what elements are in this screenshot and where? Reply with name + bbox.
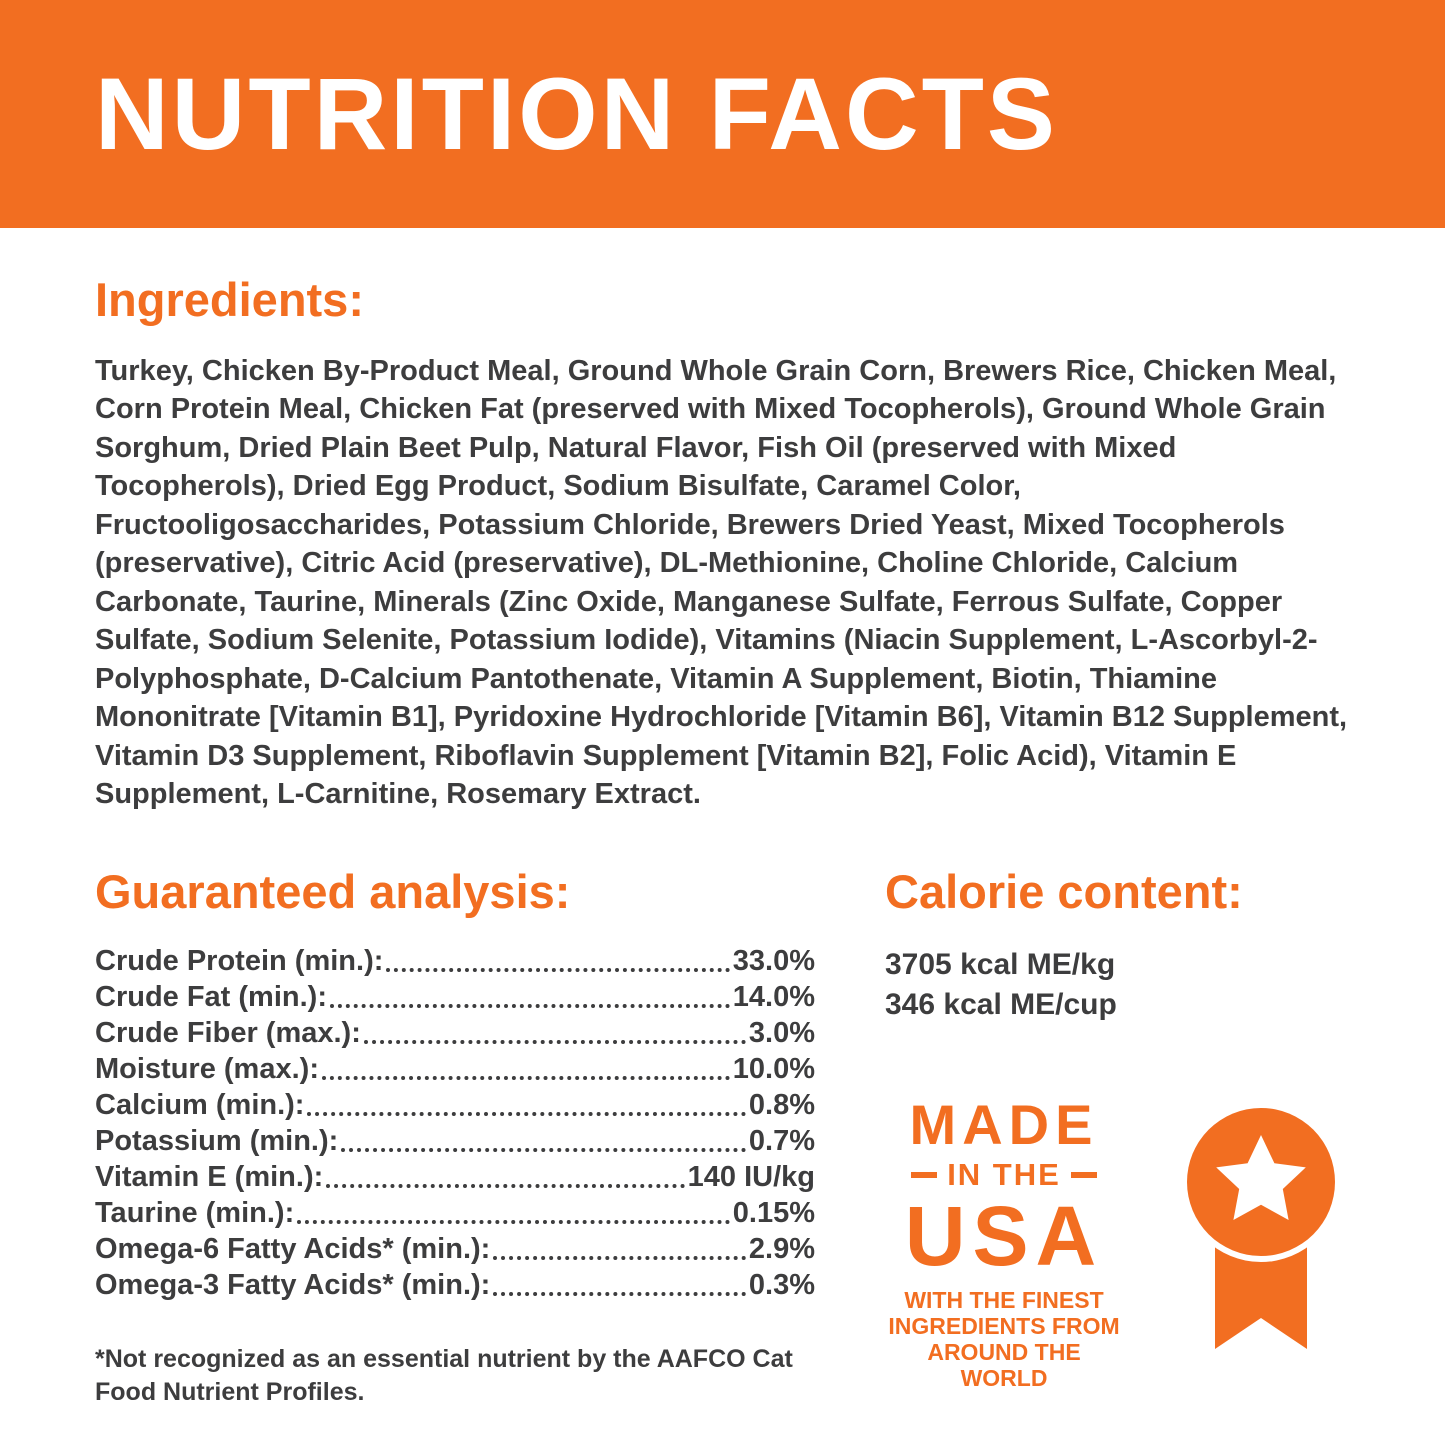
analysis-value: 14.0% (732, 981, 815, 1014)
ingredients-text: Turkey, Chicken By-Product Meal, Ground … (95, 354, 1348, 811)
badge-subtext-line: WITH THE FINEST (904, 1287, 1104, 1314)
dash-right (1070, 1171, 1097, 1178)
nutrition-facts-banner: NUTRITION FACTS (0, 0, 1445, 228)
label-content: Ingredients: Turkey, Chicken By-Product … (0, 274, 1445, 1406)
analysis-dot-leader (321, 1076, 730, 1081)
ingredients-section: Ingredients: Turkey, Chicken By-Product … (95, 274, 1350, 814)
calorie-content-heading: Calorie content: (885, 864, 1243, 918)
analysis-value: 140 IU/kg (687, 1161, 815, 1194)
analysis-label: Calcium (min.): (95, 1089, 305, 1122)
analysis-label: Potassium (min.): (95, 1125, 339, 1158)
dash-left (911, 1171, 938, 1178)
calorie-lines: 3705 kcal ME/kg 346 kcal ME/cup (885, 945, 1350, 1025)
analysis-row: Crude Fiber (max.): 3.0% (95, 1015, 815, 1051)
analysis-row: Omega-3 Fatty Acids* (min.): 0.3% (95, 1267, 815, 1303)
footnote: *Not recognized as an essential nutrient… (95, 1345, 793, 1406)
analysis-value: 0.7% (748, 1125, 815, 1158)
analysis-value: 33.0% (732, 945, 815, 978)
analysis-label: Omega-3 Fatty Acids* (min.): (95, 1269, 491, 1302)
badge-subtext-line: AROUND THE WORLD (927, 1338, 1081, 1391)
analysis-label: Moisture (max.): (95, 1053, 319, 1086)
analysis-row: Crude Protein (min.): 33.0% (95, 943, 815, 979)
analysis-row: Omega-6 Fatty Acids* (min.): 2.9% (95, 1231, 815, 1267)
calorie-line-per-cup: 346 kcal ME/cup (885, 988, 1117, 1022)
ingredients-heading: Ingredients: (95, 273, 364, 326)
analysis-row: Potassium (min.): 0.7% (95, 1123, 815, 1159)
analysis-dot-leader (386, 968, 730, 973)
analysis-value: 10.0% (732, 1053, 815, 1086)
analysis-value: 3.0% (748, 1017, 815, 1050)
analysis-row: Taurine (min.): 0.15% (95, 1195, 815, 1231)
analysis-table: Crude Protein (min.): 33.0% Crude Fat (m… (95, 943, 815, 1303)
analysis-dot-leader (297, 1220, 730, 1225)
analysis-dot-leader (307, 1112, 746, 1117)
analysis-dot-leader (363, 1040, 746, 1045)
made-in-usa-badge: MADE IN THE USA WITH THE FINEST INGREDIE… (885, 1097, 1350, 1391)
analysis-dot-leader (493, 1256, 746, 1261)
analysis-dot-leader (493, 1292, 746, 1297)
analysis-row: Crude Fat (min.): 14.0% (95, 979, 815, 1015)
guaranteed-analysis-section: Guaranteed analysis: Crude Protein (min.… (95, 864, 815, 1392)
analysis-dot-leader (326, 1184, 685, 1189)
analysis-value: 2.9% (748, 1233, 815, 1266)
analysis-label: Taurine (min.): (95, 1197, 295, 1230)
badge-subtext-line: INGREDIENTS FROM (888, 1313, 1120, 1340)
analysis-label: Crude Protein (min.): (95, 945, 384, 978)
analysis-row: Calcium (min.): 0.8% (95, 1087, 815, 1123)
analysis-label: Crude Fat (min.): (95, 981, 327, 1014)
analysis-label: Vitamin E (min.): (95, 1161, 324, 1194)
analysis-dot-leader (330, 1004, 730, 1009)
analysis-value: 0.15% (732, 1197, 815, 1230)
analysis-value: 0.3% (748, 1269, 815, 1302)
medal-ribbon-icon (1181, 1102, 1341, 1350)
analysis-dot-leader (341, 1148, 746, 1153)
analysis-row: Moisture (max.): 10.0% (95, 1051, 815, 1087)
in-the-row: IN THE (911, 1159, 1097, 1190)
guaranteed-analysis-heading: Guaranteed analysis: (95, 864, 571, 918)
analysis-calorie-section: Guaranteed analysis: Crude Protein (min.… (95, 864, 1350, 1392)
usa-text: USA (904, 1189, 1104, 1284)
analysis-value: 0.8% (748, 1089, 815, 1122)
nutrition-label: NUTRITION FACTS Ingredients: Turkey, Chi… (0, 0, 1445, 1406)
page-title: NUTRITION FACTS (95, 56, 1058, 171)
calorie-line-per-kg: 3705 kcal ME/kg (885, 948, 1116, 982)
calorie-content-section: Calorie content: 3705 kcal ME/kg 346 kca… (885, 864, 1350, 1392)
made-in-usa-text: MADE IN THE USA WITH THE FINEST INGREDIE… (885, 1097, 1123, 1391)
in-the-text: IN THE (947, 1157, 1061, 1193)
analysis-label: Omega-6 Fatty Acids* (min.): (95, 1233, 491, 1266)
analysis-row: Vitamin E (min.): 140 IU/kg (95, 1159, 815, 1195)
badge-subtext: WITH THE FINEST INGREDIENTS FROM AROUND … (885, 1288, 1123, 1391)
analysis-label: Crude Fiber (max.): (95, 1017, 361, 1050)
made-text: MADE (909, 1093, 1099, 1157)
